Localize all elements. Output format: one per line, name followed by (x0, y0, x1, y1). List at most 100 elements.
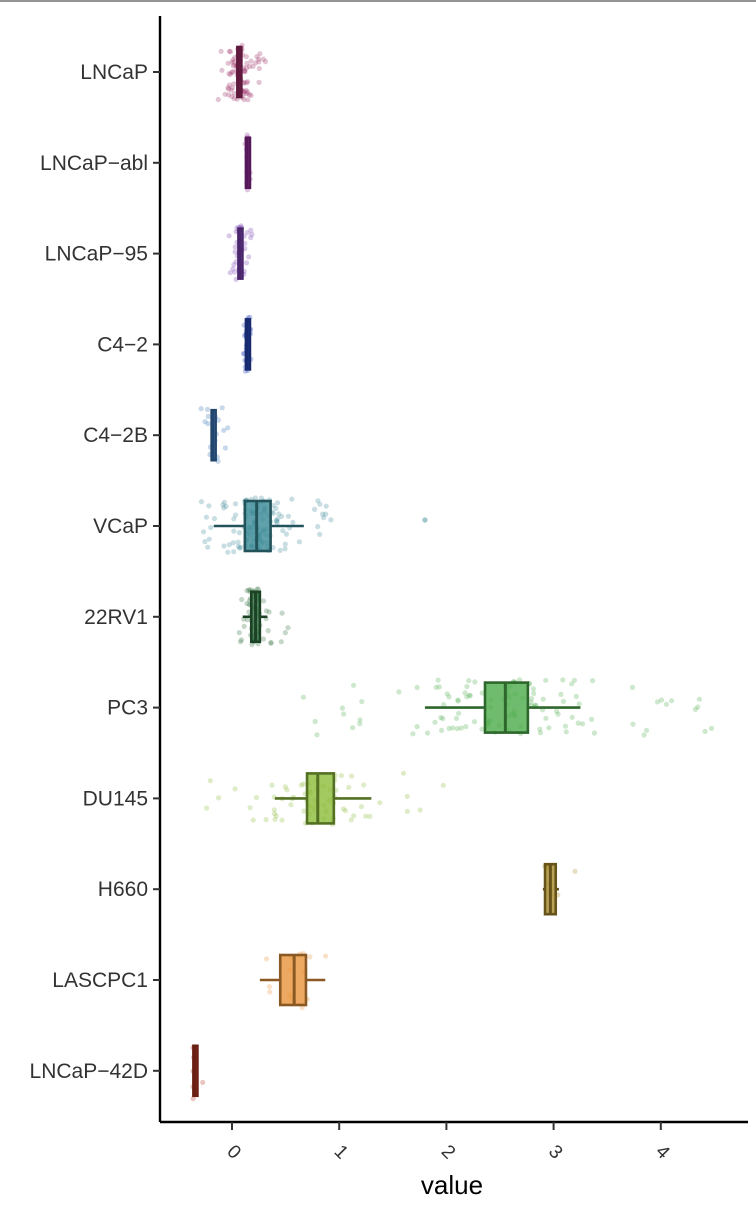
data-point-pc3 (517, 677, 523, 683)
data-point-pc3 (696, 696, 703, 702)
boxes-layer (192, 45, 581, 1098)
data-point-pc3 (351, 682, 357, 688)
data-point-c4-2b (215, 417, 221, 423)
data-point-vcap (315, 498, 321, 504)
data-point-du145 (404, 793, 410, 799)
data-point-22rv1 (268, 640, 274, 646)
data-point-c4-2b (221, 427, 227, 433)
data-point-lncap-95 (227, 270, 233, 276)
data-point-lncap (243, 54, 249, 60)
data-point-vcap (230, 540, 236, 546)
data-point-pc3 (454, 726, 460, 732)
data-point-pc3 (537, 726, 543, 732)
y-tick-label-22rv1: 22RV1 (84, 606, 148, 629)
data-point-lncap (229, 69, 235, 75)
data-point-pc3 (663, 701, 670, 707)
data-point-lascpc1 (307, 954, 313, 960)
data-point-lncap (225, 85, 231, 91)
data-point-pc3 (569, 681, 575, 687)
data-point-pc3 (543, 715, 549, 721)
data-point-h660 (572, 868, 578, 874)
data-point-lncap (230, 57, 236, 63)
data-point-lncap-95 (231, 262, 237, 268)
data-point-du145 (301, 808, 307, 814)
y-tick-label-c4-2b: C4−2B (83, 424, 148, 447)
data-point-lncap-abl (244, 132, 250, 138)
data-point-du145 (363, 813, 369, 819)
data-point-vcap (275, 516, 281, 522)
y-tick-label-h660: H660 (98, 878, 148, 901)
data-point-pc3 (441, 702, 447, 708)
data-point-lncap (241, 96, 247, 103)
y-tick-label-pc3: PC3 (107, 697, 148, 720)
data-point-pc3 (450, 725, 456, 731)
data-point-pc3 (692, 706, 699, 713)
data-point-pc3 (560, 677, 566, 683)
data-point-c4-2b (205, 413, 211, 419)
data-point-vcap (323, 503, 329, 509)
jitter-points-layer (190, 42, 715, 1102)
data-point-du145 (253, 794, 260, 801)
data-point-du145 (247, 805, 253, 811)
data-point-vcap (237, 545, 243, 551)
data-point-lncap (248, 58, 254, 64)
data-point-lncap (218, 48, 224, 54)
data-point-pc3 (466, 692, 472, 698)
data-point-lncap (215, 96, 221, 103)
data-point-lncap (230, 63, 236, 69)
data-point-vcap (280, 528, 286, 534)
x-tick-label-4: 4 (651, 1141, 674, 1164)
data-point-lncap (228, 87, 234, 93)
data-point-lncap (244, 60, 250, 66)
data-point-vcap (208, 524, 214, 531)
data-point-du145 (273, 813, 279, 819)
data-point-c4-2b (225, 425, 231, 431)
data-point-pc3 (446, 725, 452, 732)
x-axis-title: value (421, 1170, 483, 1200)
y-tick-label-c4-2: C4−2 (97, 333, 148, 356)
data-point-22rv1 (260, 636, 267, 642)
data-point-lncap (226, 82, 233, 88)
x-tick-label-0: 0 (222, 1141, 244, 1163)
data-point-lncap-95 (248, 235, 254, 241)
data-point-vcap (321, 515, 327, 521)
data-point-lncap (227, 49, 234, 55)
data-point-pc3 (579, 721, 586, 727)
data-point-vcap (274, 520, 280, 526)
data-point-22rv1 (266, 609, 272, 615)
data-point-pc3 (464, 683, 470, 690)
data-point-vcap (203, 514, 209, 520)
data-point-pc3 (463, 724, 469, 730)
data-point-c4-2b (222, 445, 228, 451)
data-point-pc3 (654, 699, 661, 705)
data-point-lascpc1 (323, 953, 329, 959)
data-point-vcap (221, 543, 227, 549)
data-point-pc3 (446, 694, 452, 700)
data-point-c4-2b (202, 419, 208, 425)
data-point-du145 (232, 786, 238, 792)
data-point-pc3 (555, 711, 561, 717)
data-point-pc3 (537, 730, 544, 736)
data-point-vcap (283, 531, 289, 537)
data-point-22rv1 (282, 630, 288, 636)
data-point-vcap (200, 529, 207, 535)
data-point-vcap (317, 531, 323, 538)
data-point-pc3 (658, 697, 665, 703)
data-point-lncap-95 (230, 266, 236, 272)
data-point-pc3 (433, 684, 439, 690)
data-point-du145 (349, 773, 355, 779)
data-point-c4-2b (205, 421, 211, 427)
data-point-lncap (232, 91, 238, 97)
data-point-vcap (235, 539, 241, 545)
data-point-lncap (243, 87, 249, 93)
data-point-vcap (320, 511, 326, 517)
data-point-lncap (254, 54, 260, 60)
data-point-22rv1 (238, 637, 245, 643)
data-point-du145 (216, 795, 222, 801)
data-point-lncap-95 (243, 260, 250, 266)
data-point-pc3 (456, 710, 462, 716)
data-point-pc3 (575, 720, 581, 726)
data-point-22rv1 (268, 640, 274, 646)
data-point-vcap (277, 547, 283, 554)
